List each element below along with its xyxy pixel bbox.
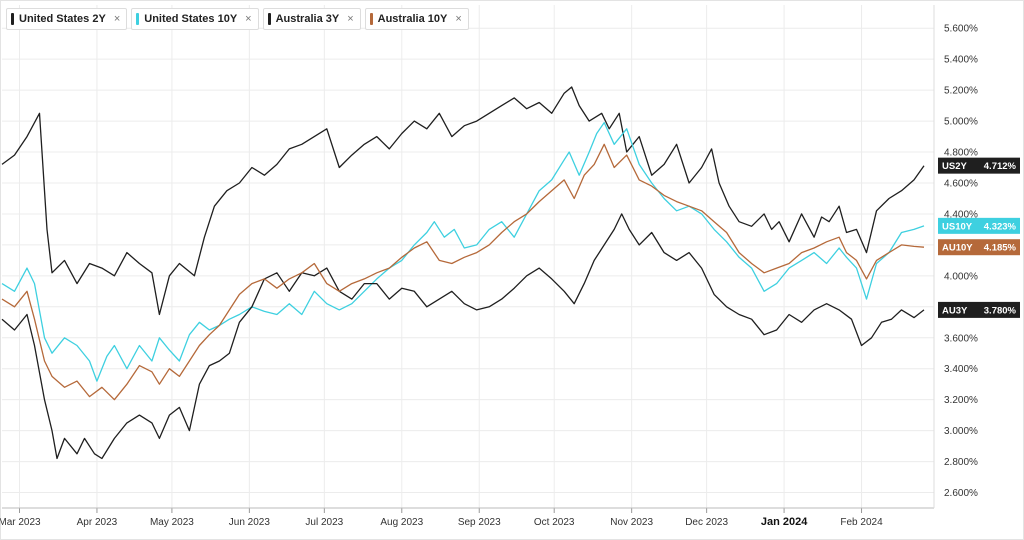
end-label-value: 3.780% — [984, 305, 1017, 316]
x-tick-label: Jul 2023 — [305, 517, 343, 528]
x-tick-label: Feb 2024 — [840, 517, 883, 528]
close-icon[interactable]: × — [347, 13, 354, 25]
x-tick-label: Dec 2023 — [685, 517, 728, 528]
end-label-value: 4.712% — [984, 161, 1017, 172]
end-label-badge — [938, 157, 1020, 174]
au3y-swatch — [267, 13, 271, 25]
legend-item-au10y[interactable]: Australia 10Y × — [364, 8, 469, 30]
end-label-badge — [938, 239, 1020, 256]
us2y-swatch — [11, 13, 14, 25]
end-label-name: US2Y — [942, 161, 967, 172]
series-line-us2y — [1, 86, 925, 316]
end-label-badge — [938, 217, 1020, 234]
y-tick-label: 4.800% — [944, 148, 978, 159]
y-tick-label: 2.600% — [944, 488, 978, 499]
series-line-au10y — [1, 143, 925, 401]
y-tick-label: 2.800% — [944, 457, 978, 468]
legend-item-au3y[interactable]: Australia 3Y × — [262, 8, 361, 30]
legend-label: United States 2Y — [19, 13, 106, 25]
close-icon[interactable]: × — [113, 13, 121, 25]
x-tick-label: Jun 2023 — [229, 517, 271, 528]
x-tick-label: Oct 2023 — [534, 517, 575, 528]
x-tick-label: Jan 2024 — [761, 516, 808, 528]
y-tick-label: 3.000% — [944, 426, 978, 437]
y-tick-label: 3.400% — [944, 364, 978, 375]
end-label-name: AU3Y — [942, 305, 968, 316]
end-label-name: US10Y — [942, 221, 973, 232]
legend-label: Australia 3Y — [275, 13, 340, 25]
close-icon[interactable]: × — [455, 13, 462, 25]
legend: United States 2Y × United States 10Y × A… — [6, 8, 469, 30]
y-tick-label: 5.200% — [944, 86, 978, 97]
end-label-value: 4.323% — [984, 221, 1017, 232]
y-tick-label: 5.600% — [944, 24, 978, 35]
y-tick-label: 5.400% — [944, 55, 978, 66]
legend-item-us10y[interactable]: United States 10Y × — [131, 8, 259, 30]
us10y-swatch — [136, 13, 140, 25]
y-tick-label: 3.200% — [944, 395, 978, 406]
au10y-swatch — [369, 13, 373, 25]
legend-label: Australia 10Y — [377, 13, 448, 25]
y-tick-label: 5.000% — [944, 117, 978, 128]
y-tick-label: 4.000% — [944, 271, 978, 282]
x-tick-label: Nov 2023 — [610, 517, 653, 528]
end-label-value: 4.185% — [984, 243, 1017, 254]
end-label-name: AU10Y — [942, 243, 973, 254]
y-tick-label: 4.600% — [944, 178, 978, 189]
series-line-us10y — [1, 121, 925, 382]
x-tick-label: Mar 2023 — [0, 517, 41, 528]
x-tick-label: Aug 2023 — [380, 517, 423, 528]
y-tick-label: 3.600% — [944, 333, 978, 344]
series-line-au3y — [1, 213, 925, 460]
x-tick-label: May 2023 — [150, 517, 194, 528]
legend-label: United States 10Y — [144, 13, 238, 25]
x-tick-label: Apr 2023 — [77, 517, 118, 528]
end-label-badge — [938, 301, 1020, 318]
close-icon[interactable]: × — [245, 13, 252, 25]
x-tick-label: Sep 2023 — [458, 517, 501, 528]
y-tick-label: 4.400% — [944, 209, 978, 220]
legend-item-us2y[interactable]: United States 2Y × — [6, 8, 128, 30]
